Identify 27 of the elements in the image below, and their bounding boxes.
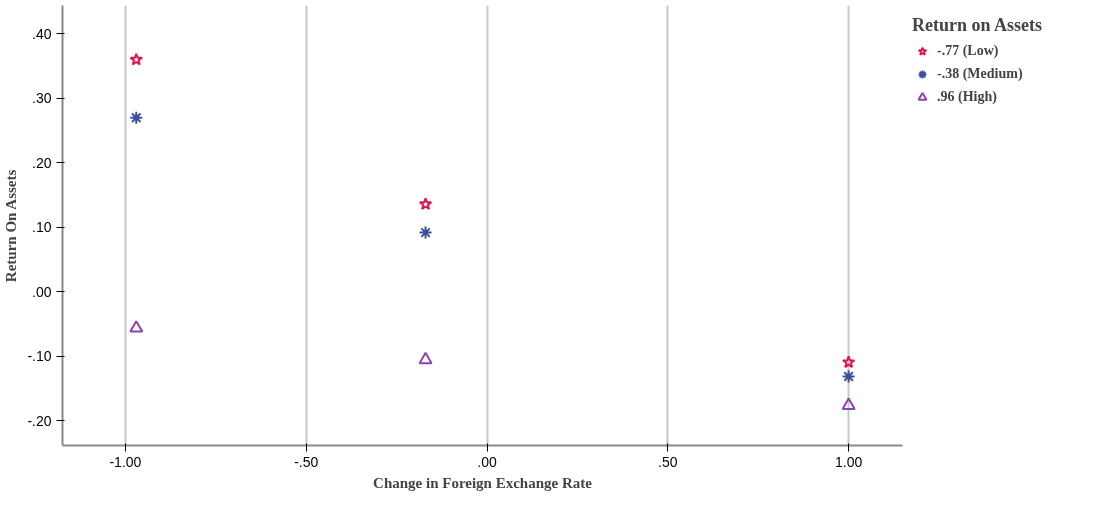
point [841,355,856,369]
point [418,197,433,211]
y-tick-label: .00 [32,283,52,300]
point [129,52,143,66]
legend-label: -.38 (Medium) [937,66,1023,82]
x-tick-label: -1.00 [109,453,142,470]
y-tick-label: .40 [32,25,52,42]
x-tick-label: .00 [477,453,497,470]
legend-label: -.77 (Low) [937,43,999,59]
x-tick-label: .50 [658,453,678,470]
y-tick-label: .10 [32,219,52,236]
legend-label: .96 (High) [937,89,997,105]
point [418,225,433,240]
y-tick-label: -.10 [27,348,52,365]
y-tick-label: .20 [32,154,52,171]
point [129,320,144,333]
x-tick-label: -.50 [294,453,319,470]
point [841,369,856,384]
point [418,351,433,365]
y-tick-label: -.20 [27,412,52,429]
x-axis-title: Change in Foreign Exchange Rate [373,474,593,491]
x-tick-label: 1.00 [835,453,863,470]
point [129,110,144,125]
y-axis-title: Return On Assets [3,169,20,283]
legend-title: Return on Assets [912,15,1043,36]
y-tick-label: .30 [32,90,52,107]
point [841,397,856,410]
